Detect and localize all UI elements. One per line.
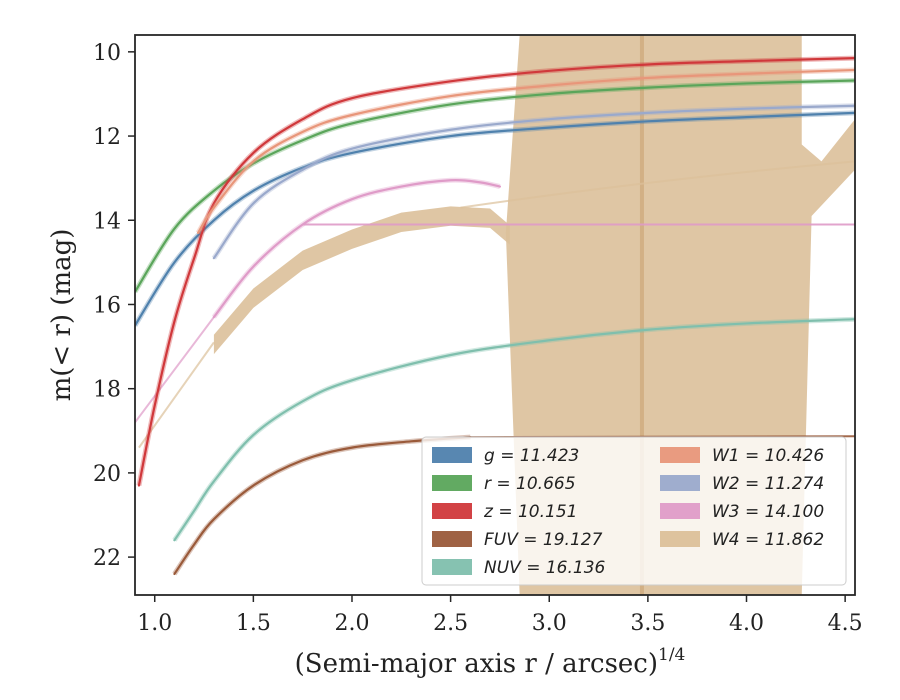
y-tick-label: 14 bbox=[93, 209, 121, 234]
legend-swatch-nuv bbox=[432, 559, 472, 575]
series-line-w2 bbox=[212, 104, 855, 260]
series-line-nuv bbox=[173, 318, 855, 542]
legend-box bbox=[421, 436, 847, 586]
w3-inner-model bbox=[135, 316, 215, 423]
series-line-w1 bbox=[197, 68, 855, 234]
legend-swatch-z bbox=[432, 503, 472, 519]
x-axis-label-exponent: 1/4 bbox=[658, 645, 685, 665]
x-tick-label: 1.0 bbox=[137, 611, 172, 636]
axes-frame bbox=[134, 34, 856, 596]
series-line-r bbox=[135, 79, 855, 293]
y-tick-label: 20 bbox=[93, 462, 121, 487]
legend: g = 11.423 r = 10.665 z = 10.151 FUV = 19.1… bbox=[421, 436, 847, 586]
x-tick-label: 3.0 bbox=[532, 611, 567, 636]
legend-swatch-fuv bbox=[432, 531, 472, 547]
legend-label-w3: W3 = 14.100 bbox=[712, 502, 824, 522]
axes: 1.0 1.5 2.0 2.5 3.0 3.5 4.0 4.5 10 12 14 16 18 20 22 bbox=[93, 34, 863, 636]
legend-swatch-w3 bbox=[660, 503, 700, 519]
y-axis-label: m(< r) (mag) bbox=[47, 229, 77, 402]
w4-band-inner bbox=[213, 206, 510, 355]
legend-swatch-w2 bbox=[660, 475, 700, 491]
legend-label-nuv: NUV = 16.136 bbox=[484, 558, 606, 578]
legend-label-fuv: FUV = 19.127 bbox=[484, 530, 603, 550]
y-tick-label: 12 bbox=[93, 125, 121, 150]
legend-label-w4: W4 = 11.862 bbox=[712, 530, 824, 550]
x-axis-label: (Semi-major axis r / arcsec)1/4 bbox=[295, 645, 686, 679]
y-tick-label: 22 bbox=[93, 546, 121, 571]
y-tick-label: 10 bbox=[93, 41, 121, 66]
series-line-z bbox=[137, 57, 855, 487]
w4-inner-model bbox=[138, 341, 215, 449]
series-line-w3 bbox=[212, 179, 502, 319]
x-tick-label: 4.5 bbox=[828, 611, 863, 636]
legend-label-g: g = 11.423 bbox=[484, 446, 579, 466]
legend-swatch-g bbox=[432, 447, 472, 463]
x-tick-label: 4.0 bbox=[729, 611, 764, 636]
series-line-fuv bbox=[173, 436, 472, 576]
x-tick-label: 3.5 bbox=[630, 611, 665, 636]
legend-label-z: z = 10.151 bbox=[483, 502, 577, 522]
legend-label-r: r = 10.665 bbox=[484, 474, 576, 494]
series-line-g bbox=[135, 111, 855, 327]
x-axis-label-text: (Semi-major axis r / arcsec) bbox=[295, 649, 658, 679]
legend-swatch-r bbox=[432, 475, 472, 491]
y-tick-label: 16 bbox=[93, 293, 121, 318]
legend-label-w1: W1 = 10.426 bbox=[712, 446, 824, 466]
x-tick-label: 2.5 bbox=[433, 611, 468, 636]
x-tick-label: 2.0 bbox=[334, 611, 369, 636]
legend-swatch-w4 bbox=[660, 531, 700, 547]
y-tick-label: 18 bbox=[93, 378, 121, 403]
legend-swatch-w1 bbox=[660, 447, 700, 463]
legend-label-w2: W2 = 11.274 bbox=[712, 474, 824, 494]
x-tick-label: 1.5 bbox=[236, 611, 271, 636]
w4-model-curve bbox=[460, 160, 855, 209]
